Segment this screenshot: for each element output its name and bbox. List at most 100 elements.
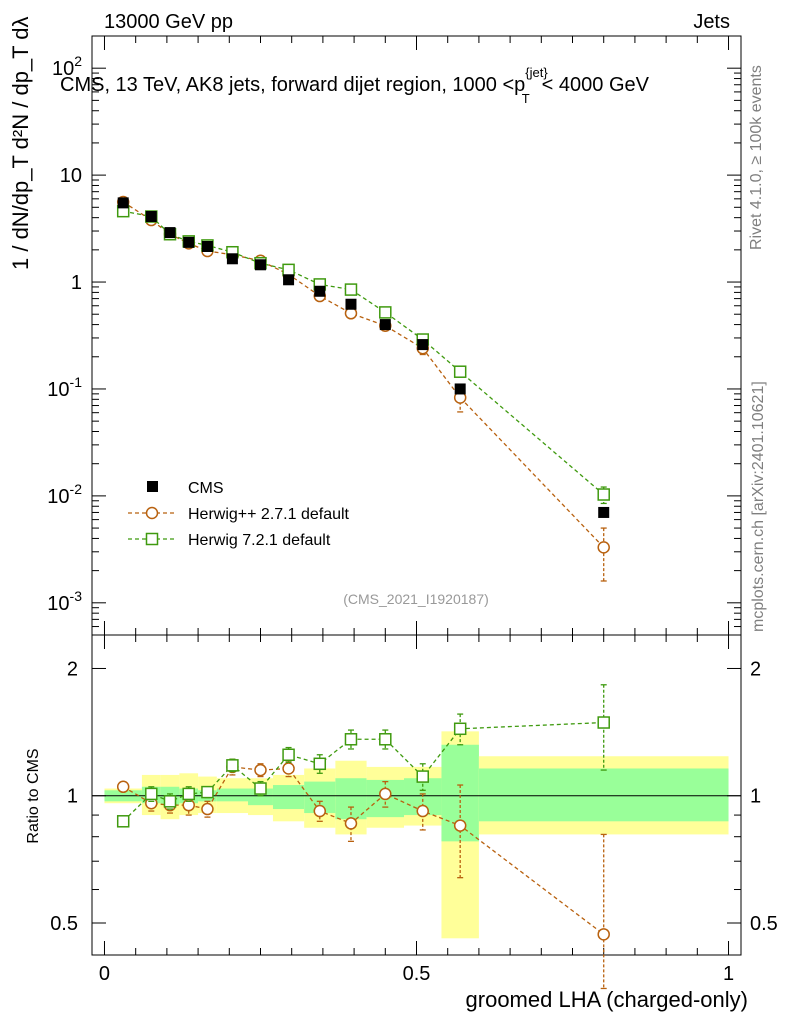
ratio-herwigpp-point (116, 780, 130, 794)
ratio-herwig7-point (116, 815, 130, 828)
ratio-herwigpp-point (597, 928, 610, 941)
tick-base: 10 (47, 486, 69, 508)
ratio-herwig7-point (254, 782, 267, 795)
ratio-herwigpp-point (313, 804, 327, 818)
ratio-herwig7-series (116, 684, 610, 828)
plot-title-sup: {jet} (525, 65, 548, 80)
main-cms-point (417, 339, 429, 351)
main-cms-point (145, 211, 157, 223)
main-cms-point (314, 285, 326, 297)
main-herwig7-series (116, 204, 610, 505)
data-series (116, 195, 610, 990)
ratio-herwig7-point (597, 716, 610, 729)
ratio-y-tick-label: 0.5 (50, 913, 78, 935)
ratio-herwig7-point (282, 748, 295, 762)
x-axis-label: groomed LHA (charged-only) (466, 987, 748, 1012)
ratio-herwigpp-series (116, 758, 610, 990)
main-cms-point (201, 240, 213, 252)
main-herwig7-point (453, 365, 467, 378)
ratio-band-inner (216, 788, 249, 802)
tick-exponent: -2 (70, 481, 83, 497)
ratio-herwigpp-point (344, 817, 358, 830)
main-herwig7-point (597, 488, 610, 501)
x-tick-label: 1 (723, 963, 734, 985)
main-cms-point (379, 319, 391, 331)
ratio-y-tick-label-right: 0.5 (750, 913, 778, 935)
ratio-herwig7-point (416, 770, 429, 783)
plot-title-tail: < 4000 GeV (542, 74, 650, 96)
plot-title-sub: T (522, 91, 530, 106)
x-tick-label: 0 (99, 963, 110, 985)
main-herwig7-point (282, 263, 295, 277)
ratio-herwig7-point (344, 733, 358, 746)
ratio-uncertainty-bands (104, 731, 729, 939)
mcplots-label: mcplots.cern.ch [arXiv:2401.10621] (750, 381, 767, 632)
ratio-herwigpp-point (282, 762, 295, 775)
ratio-band-inner (478, 768, 729, 822)
main-y-tick-label: 10 (60, 165, 82, 187)
tick-exponent: -3 (70, 588, 83, 604)
ratio-herwigpp-point (453, 819, 467, 832)
ratio-herwig7-point (182, 787, 195, 801)
main-cms-point (183, 236, 195, 248)
legend: CMS Herwig++ 2.7.1 default Herwig 7.2.1 … (128, 480, 350, 549)
main-cms-point (345, 298, 357, 310)
tick-base: 10 (52, 58, 74, 80)
main-cms-point (164, 227, 176, 239)
main-y-tick-label: 1 (71, 272, 82, 294)
ratio-herwigpp-point (254, 763, 267, 777)
ratio-herwig7-point (201, 785, 214, 799)
main-herwigpp-series (116, 195, 610, 582)
tick-exponent: 2 (74, 53, 82, 69)
x-tick-label: 0.5 (403, 963, 431, 985)
main-cms-point (454, 383, 466, 395)
main-y-tick-label: 10-1 (47, 374, 82, 401)
ratio-herwig7-point (163, 795, 177, 808)
ratio-herwig7-point (145, 787, 158, 801)
legend-herwigpp-label: Herwig++ 2.7.1 default (188, 506, 350, 523)
ratio-band-inner (272, 785, 305, 810)
ratio-y-tick-label-right: 2 (750, 658, 761, 680)
legend-herwig7-label: Herwig 7.2.1 default (188, 532, 331, 549)
main-cms-point (226, 253, 238, 265)
main-y-axis-label: 1 / dN/dp_T d²N / dp_T dλ (8, 16, 33, 270)
analysis-id-label: (CMS_2021_I1920187) (343, 591, 489, 607)
main-y-tick-label: 10-3 (47, 588, 82, 615)
main-herwigpp-point (597, 541, 610, 554)
ratio-herwig7-point (226, 759, 239, 772)
rivet-version-label: Rivet 4.1.0, ≥ 100k events (748, 65, 765, 250)
main-cms-point (117, 197, 129, 209)
main-herwig7-point (379, 306, 392, 319)
ratio-y-tick-label: 1 (67, 786, 78, 808)
plot-title-main: CMS, 13 TeV, AK8 jets, forward dijet reg… (60, 74, 525, 96)
ratio-y-axis-label: Ratio to CMS (25, 748, 42, 843)
tick-base: 10 (47, 593, 69, 615)
ratio-herwig7-point (453, 722, 467, 736)
legend-cms-label: CMS (188, 480, 224, 497)
ratio-herwigpp-line (122, 766, 605, 935)
ratio-herwigpp-point (201, 802, 214, 816)
main-cms-point (598, 506, 610, 518)
ratio-herwigpp-point (379, 787, 392, 801)
ratio-y-tick-label-right: 1 (750, 786, 761, 808)
legend-herwig7-marker (145, 532, 159, 546)
legend-herwigpp-marker (145, 506, 159, 520)
main-herwig7-line (123, 210, 605, 496)
process-label: Jets (693, 11, 730, 33)
energy-label: 13000 GeV pp (104, 11, 233, 33)
main-y-tick-label: 102 (52, 53, 82, 80)
tick-base: 10 (47, 379, 69, 401)
legend-cms-marker (147, 481, 158, 492)
tick-exponent: -1 (70, 374, 83, 390)
main-cms-point (254, 259, 266, 271)
main-y-tick-label: 10-2 (47, 481, 82, 508)
main-cms-point (283, 274, 295, 286)
main-herwig7-point (344, 283, 358, 296)
ratio-y-tick-label: 2 (67, 658, 78, 680)
plot-title: CMS, 13 TeV, AK8 jets, forward dijet reg… (60, 65, 650, 106)
ratio-herwig7-point (379, 733, 392, 746)
ratio-herwigpp-point (416, 804, 429, 818)
main-cms-series (117, 197, 610, 518)
